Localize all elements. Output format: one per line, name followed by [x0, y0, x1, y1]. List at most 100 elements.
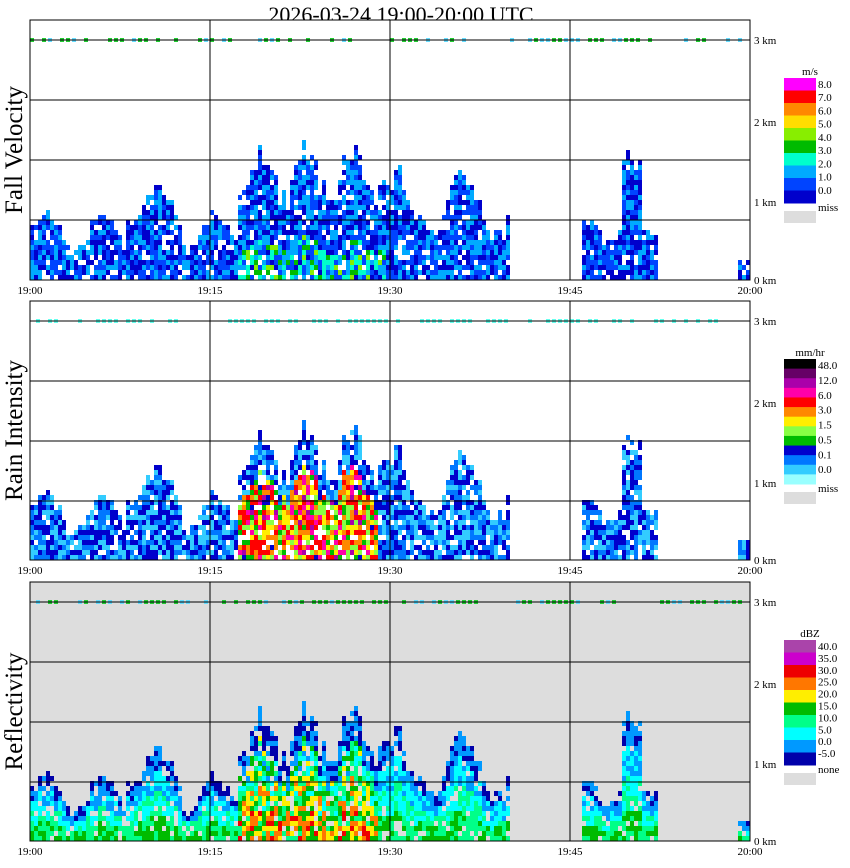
- data-cell: [62, 250, 66, 255]
- data-cell: [146, 801, 150, 806]
- data-cell: [242, 190, 246, 195]
- data-cell: [162, 270, 166, 275]
- data-cell: [486, 510, 490, 515]
- data-cell: [106, 806, 110, 811]
- data-cell: [254, 235, 258, 240]
- data-cell: [454, 555, 458, 560]
- data-cell: [346, 215, 350, 220]
- data-cell: [294, 270, 298, 275]
- data-cell: [350, 465, 354, 470]
- data-cell: [186, 540, 190, 545]
- data-cell: [626, 470, 630, 475]
- data-cell: [370, 275, 374, 280]
- data-cell: [390, 470, 394, 475]
- data-cell: [358, 225, 362, 230]
- data-cell: [282, 766, 286, 771]
- data-cell: [178, 240, 182, 245]
- data-cell: [214, 550, 218, 555]
- data-cell: [170, 806, 174, 811]
- data-cell: [634, 475, 638, 480]
- data-cell: [326, 781, 330, 786]
- data-cell: [254, 545, 258, 550]
- data-cell: [586, 235, 590, 240]
- data-cell: [386, 210, 390, 215]
- data-cell: [394, 275, 398, 280]
- data-cell: [342, 826, 346, 831]
- data-cell: [114, 530, 118, 535]
- data-cell: [110, 811, 114, 816]
- data-cell: [178, 525, 182, 530]
- data-cell: [154, 786, 158, 791]
- data-cell: [34, 240, 38, 245]
- data-cell: [322, 836, 326, 841]
- data-cell: [122, 250, 126, 255]
- data-cell: [490, 550, 494, 555]
- data-cell: [238, 811, 242, 816]
- data-cell: [646, 550, 650, 555]
- data-cell: [294, 751, 298, 756]
- data-cell: [354, 776, 358, 781]
- data-cell: [230, 250, 234, 255]
- data-cell: [98, 816, 102, 821]
- data-cell: [446, 540, 450, 545]
- data-cell: [286, 766, 290, 771]
- data-cell: [122, 540, 126, 545]
- data-cell: [270, 190, 274, 195]
- data-cell: [630, 190, 634, 195]
- data-cell: [458, 175, 462, 180]
- data-cell: [394, 270, 398, 275]
- data-cell: [98, 270, 102, 275]
- data-cell: [274, 530, 278, 535]
- data-cell: [98, 265, 102, 270]
- data-cell: [274, 796, 278, 801]
- data-cell: [390, 515, 394, 520]
- data-cell: [638, 210, 642, 215]
- data-cell: [38, 816, 42, 821]
- data-cell: [302, 475, 306, 480]
- data-cell: [258, 711, 262, 716]
- data-cell: [278, 240, 282, 245]
- data-cell: [350, 751, 354, 756]
- data-cell: [342, 270, 346, 275]
- data-cell: [218, 821, 222, 826]
- data-cell: [634, 180, 638, 185]
- data-cell: [282, 200, 286, 205]
- data-cell: [218, 265, 222, 270]
- data-cell: [586, 540, 590, 545]
- data-cell: [354, 185, 358, 190]
- data-cell: [270, 230, 274, 235]
- data-cell: [630, 470, 634, 475]
- data-cell: [458, 510, 462, 515]
- data-cell: [266, 260, 270, 265]
- data-cell: [218, 270, 222, 275]
- data-cell: [66, 245, 70, 250]
- data-cell: [330, 245, 334, 250]
- data-cell: [342, 490, 346, 495]
- data-cell: [402, 210, 406, 215]
- data-cell: [294, 275, 298, 280]
- data-cell: [42, 555, 46, 560]
- data-cell: [70, 535, 74, 540]
- data-cell: [414, 500, 418, 505]
- data-cell: [738, 275, 742, 280]
- data-cell: [454, 550, 458, 555]
- data-cell: [374, 520, 378, 525]
- data-cell: [486, 275, 490, 280]
- data-cell: [370, 265, 374, 270]
- data-cell: [274, 771, 278, 776]
- data-cell: [210, 490, 214, 495]
- data-cell: [334, 495, 338, 500]
- data-cell: [54, 510, 58, 515]
- data-cell: [146, 230, 150, 235]
- data-cell: [238, 275, 242, 280]
- data-cell: [258, 155, 262, 160]
- data-cell: [610, 275, 614, 280]
- data-cell: [350, 175, 354, 180]
- data-cell: [358, 816, 362, 821]
- data-cell: [638, 535, 642, 540]
- data-cell: [222, 225, 226, 230]
- data-cell: [322, 520, 326, 525]
- data-cell: [358, 215, 362, 220]
- data-cell: [398, 220, 402, 225]
- data-cell: [90, 781, 94, 786]
